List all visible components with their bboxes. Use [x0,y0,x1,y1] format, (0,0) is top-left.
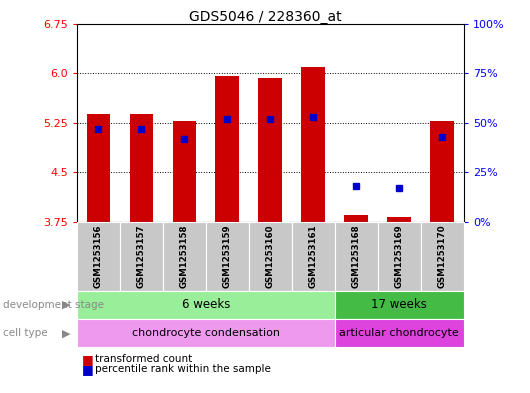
Text: GSM1253161: GSM1253161 [309,225,318,288]
Text: chondrocyte condensation: chondrocyte condensation [132,328,280,338]
Text: GSM1253156: GSM1253156 [94,225,103,288]
Bar [259,78,282,222]
Text: ■: ■ [82,353,94,366]
Bar [216,76,239,222]
Text: GSM1253159: GSM1253159 [223,225,232,288]
Text: ▶: ▶ [62,328,70,338]
Text: transformed count: transformed count [95,354,192,364]
Text: development stage: development stage [3,300,104,310]
Bar [172,121,196,222]
Bar [344,215,368,222]
Text: GSM1253170: GSM1253170 [438,225,447,288]
Bar [430,121,454,222]
Text: cell type: cell type [3,328,47,338]
Text: GSM1253157: GSM1253157 [137,225,146,288]
Text: articular chondrocyte: articular chondrocyte [339,328,459,338]
Bar [302,67,325,222]
Text: ▶: ▶ [62,300,70,310]
Text: percentile rank within the sample: percentile rank within the sample [95,364,271,375]
Text: GDS5046 / 228360_at: GDS5046 / 228360_at [189,10,341,24]
Bar [129,114,153,222]
Bar [387,217,411,222]
Text: GSM1253158: GSM1253158 [180,225,189,288]
Text: GSM1253160: GSM1253160 [266,225,275,288]
Text: 6 weeks: 6 weeks [182,298,230,312]
Text: ■: ■ [82,363,94,376]
Text: GSM1253168: GSM1253168 [352,225,361,288]
Bar [86,114,110,222]
Text: 17 weeks: 17 weeks [372,298,427,312]
Text: GSM1253169: GSM1253169 [395,225,404,288]
